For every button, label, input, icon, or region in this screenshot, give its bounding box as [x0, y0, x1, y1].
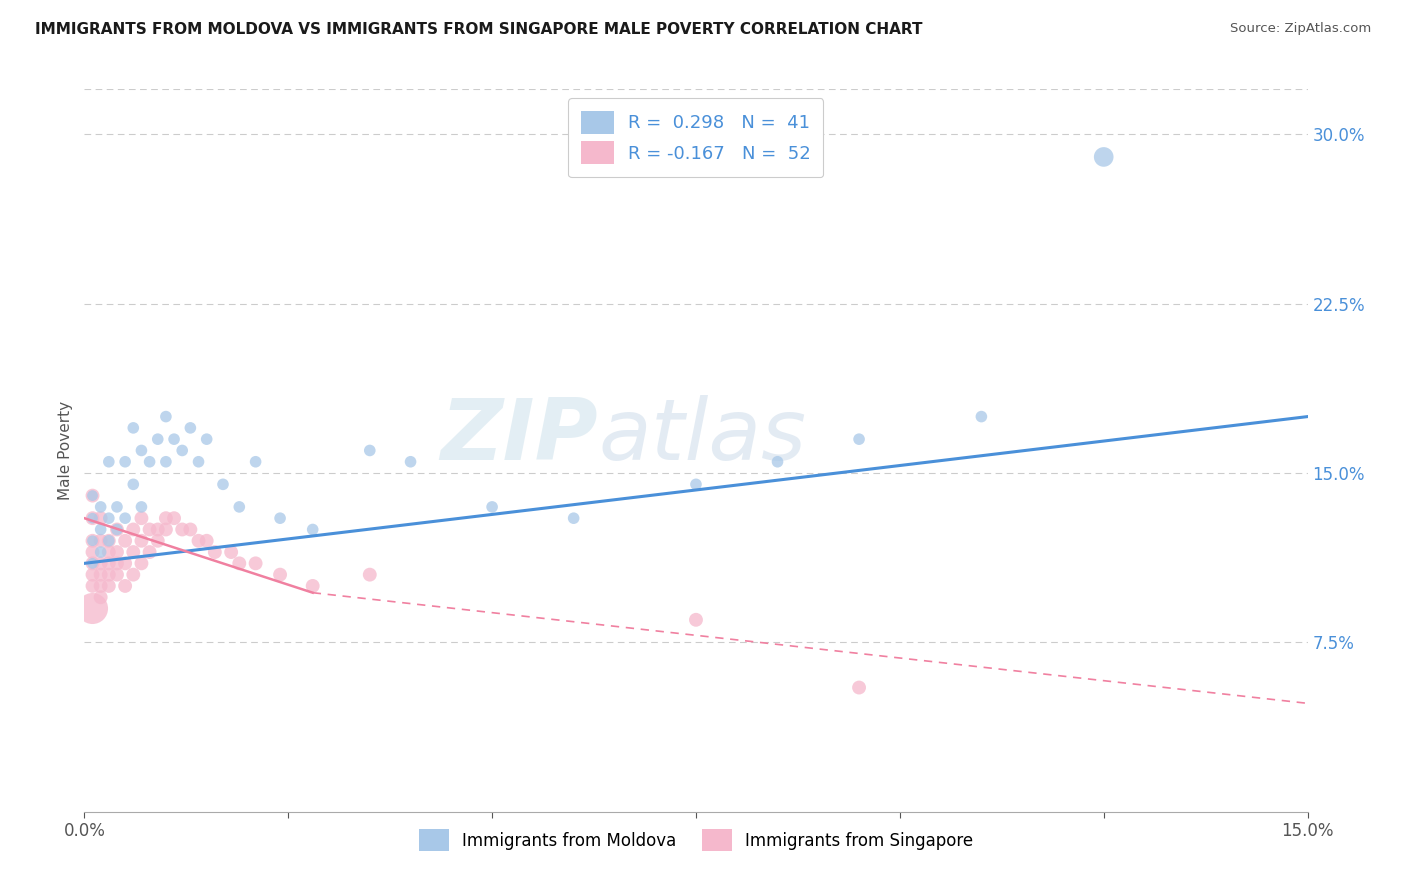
Point: [90, 579, 112, 593]
Point: [122, 421, 145, 435]
Point: [114, 557, 136, 571]
Point: [90, 557, 112, 571]
Point: [1092, 150, 1115, 164]
Point: [970, 409, 993, 424]
Point: [82, 533, 104, 548]
Point: [146, 432, 169, 446]
Point: [131, 557, 153, 571]
Point: [301, 579, 323, 593]
Point: [122, 523, 145, 537]
Point: [685, 613, 707, 627]
Point: [155, 409, 177, 424]
Point: [122, 567, 145, 582]
Point: [138, 545, 160, 559]
Point: [245, 455, 267, 469]
Point: [212, 477, 235, 491]
Point: [105, 523, 128, 537]
Point: [82, 511, 104, 525]
Point: [172, 443, 194, 458]
Point: [82, 557, 104, 571]
Y-axis label: Male Poverty: Male Poverty: [58, 401, 73, 500]
Point: [219, 545, 242, 559]
Point: [82, 511, 104, 525]
Point: [105, 557, 128, 571]
Point: [155, 455, 177, 469]
Point: [399, 455, 422, 469]
Point: [90, 523, 112, 537]
Text: ZIP: ZIP: [440, 394, 598, 477]
Point: [82, 533, 104, 548]
Point: [172, 523, 194, 537]
Point: [138, 523, 160, 537]
Text: IMMIGRANTS FROM MOLDOVA VS IMMIGRANTS FROM SINGAPORE MALE POVERTY CORRELATION CH: IMMIGRANTS FROM MOLDOVA VS IMMIGRANTS FR…: [35, 22, 922, 37]
Point: [97, 533, 120, 548]
Point: [97, 557, 120, 571]
Point: [114, 455, 136, 469]
Point: [269, 511, 291, 525]
Point: [163, 432, 186, 446]
Point: [90, 591, 112, 605]
Point: [562, 511, 585, 525]
Point: [82, 545, 104, 559]
Point: [90, 567, 112, 582]
Point: [131, 533, 153, 548]
Point: [195, 432, 218, 446]
Point: [138, 455, 160, 469]
Point: [97, 533, 120, 548]
Point: [90, 500, 112, 514]
Point: [122, 477, 145, 491]
Point: [685, 477, 707, 491]
Point: [90, 533, 112, 548]
Point: [114, 579, 136, 593]
Point: [105, 567, 128, 582]
Point: [131, 443, 153, 458]
Point: [146, 533, 169, 548]
Point: [131, 500, 153, 514]
Point: [187, 533, 209, 548]
Point: [105, 545, 128, 559]
Point: [848, 681, 870, 695]
Point: [146, 523, 169, 537]
Point: [105, 500, 128, 514]
Legend: Immigrants from Moldova, Immigrants from Singapore: Immigrants from Moldova, Immigrants from…: [412, 822, 980, 857]
Text: Source: ZipAtlas.com: Source: ZipAtlas.com: [1230, 22, 1371, 36]
Point: [97, 567, 120, 582]
Point: [359, 443, 381, 458]
Point: [245, 557, 267, 571]
Point: [131, 511, 153, 525]
Point: [848, 432, 870, 446]
Point: [82, 567, 104, 582]
Point: [97, 455, 120, 469]
Point: [82, 557, 104, 571]
Point: [82, 579, 104, 593]
Point: [163, 511, 186, 525]
Point: [114, 533, 136, 548]
Point: [204, 545, 226, 559]
Point: [105, 523, 128, 537]
Point: [97, 579, 120, 593]
Point: [481, 500, 503, 514]
Point: [155, 511, 177, 525]
Point: [114, 511, 136, 525]
Point: [179, 421, 201, 435]
Point: [90, 511, 112, 525]
Point: [82, 601, 104, 615]
Point: [97, 545, 120, 559]
Point: [82, 489, 104, 503]
Point: [155, 523, 177, 537]
Point: [301, 523, 323, 537]
Point: [269, 567, 291, 582]
Point: [90, 545, 112, 559]
Point: [179, 523, 201, 537]
Point: [195, 533, 218, 548]
Point: [97, 511, 120, 525]
Point: [187, 455, 209, 469]
Point: [228, 500, 250, 514]
Point: [766, 455, 789, 469]
Point: [359, 567, 381, 582]
Point: [82, 489, 104, 503]
Point: [122, 545, 145, 559]
Text: atlas: atlas: [598, 394, 806, 477]
Point: [228, 557, 250, 571]
